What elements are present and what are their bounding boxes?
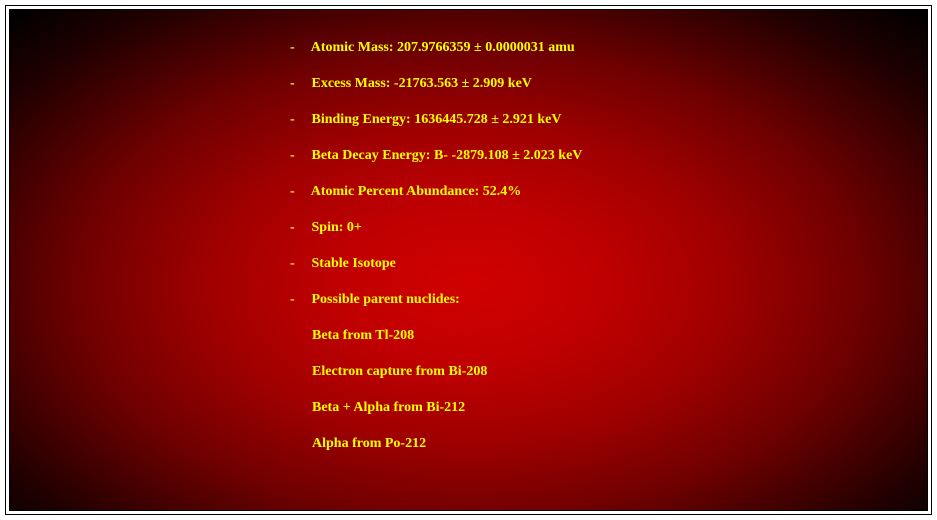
parent-nuclide-line: Beta from Tl-208: [290, 328, 907, 344]
bullet: -: [290, 256, 308, 272]
property-line: - Spin: 0+: [290, 220, 907, 236]
parent-nuclide-line: Beta + Alpha from Bi-212: [290, 400, 907, 416]
property-text: Spin: 0+: [312, 220, 362, 235]
property-line: - Binding Energy: 1636445.728 ± 2.921 ke…: [290, 112, 907, 128]
property-line: - Atomic Percent Abundance: 52.4%: [290, 184, 907, 200]
parent-nuclide-text: Beta + Alpha from Bi-212: [312, 400, 465, 415]
property-text: Excess Mass: -21763.563 ± 2.909 keV: [312, 76, 532, 91]
parent-nuclide-line: Alpha from Po-212: [290, 436, 907, 452]
outer-frame: - Atomic Mass: 207.9766359 ± 0.0000031 a…: [5, 5, 932, 515]
bullet: -: [290, 40, 308, 56]
property-text: Stable Isotope: [312, 256, 396, 271]
property-text: Possible parent nuclides:: [312, 292, 460, 307]
parent-nuclide-text: Beta from Tl-208: [312, 328, 414, 343]
bullet: -: [290, 76, 308, 92]
property-line: - Excess Mass: -21763.563 ± 2.909 keV: [290, 76, 907, 92]
property-text: Binding Energy: 1636445.728 ± 2.921 keV: [312, 112, 562, 127]
property-line: - Possible parent nuclides:: [290, 292, 907, 308]
parent-nuclide-text: Alpha from Po-212: [312, 436, 426, 451]
parent-nuclide-text: Electron capture from Bi-208: [312, 364, 487, 379]
parent-nuclide-line: Electron capture from Bi-208: [290, 364, 907, 380]
bullet: -: [290, 292, 308, 308]
bullet: -: [290, 112, 308, 128]
inner-frame: - Atomic Mass: 207.9766359 ± 0.0000031 a…: [9, 9, 928, 511]
property-text: Atomic Mass: 207.9766359 ± 0.0000031 amu: [311, 40, 575, 55]
property-text: Atomic Percent Abundance: 52.4%: [311, 184, 522, 199]
property-line: - Beta Decay Energy: B- -2879.108 ± 2.02…: [290, 148, 907, 164]
property-line: - Atomic Mass: 207.9766359 ± 0.0000031 a…: [290, 40, 907, 56]
bullet: -: [290, 184, 308, 200]
property-text: Beta Decay Energy: B- -2879.108 ± 2.023 …: [312, 148, 583, 163]
property-line: - Stable Isotope: [290, 256, 907, 272]
bullet: -: [290, 148, 308, 164]
bullet: -: [290, 220, 308, 236]
